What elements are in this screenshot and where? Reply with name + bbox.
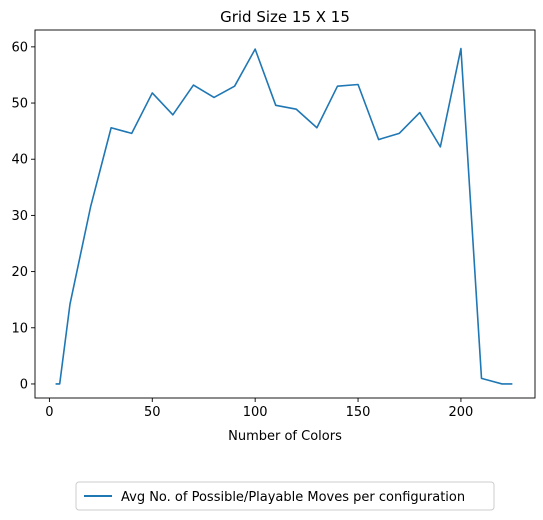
y-tick-label-5: 50 bbox=[11, 97, 28, 112]
y-tick-label-4: 40 bbox=[11, 153, 28, 168]
y-tick-label-2: 20 bbox=[11, 265, 28, 280]
y-tick-label-6: 60 bbox=[11, 40, 28, 55]
plot-frame bbox=[34, 29, 536, 399]
legend-label: Avg No. of Possible/Playable Moves per c… bbox=[121, 490, 465, 505]
chart-title: Grid Size 15 X 15 bbox=[220, 8, 350, 26]
legend-box bbox=[75, 481, 495, 511]
y-tick-label-1: 10 bbox=[11, 321, 28, 336]
x-tick-label-4: 200 bbox=[449, 405, 474, 420]
y-tick-label-0: 0 bbox=[20, 377, 28, 392]
x-tick-label-3: 150 bbox=[346, 405, 371, 420]
x-tick-label-1: 50 bbox=[144, 405, 161, 420]
x-axis-label: Number of Colors bbox=[228, 429, 342, 444]
legend: Avg No. of Possible/Playable Moves per c… bbox=[75, 481, 495, 511]
x-tick-label-0: 0 bbox=[45, 405, 53, 420]
plot-area: 0 50 100 150 200 0 10 20 30 40 50 60 bbox=[11, 29, 536, 420]
y-tick-label-3: 30 bbox=[11, 209, 28, 224]
series-line-0 bbox=[55, 47, 513, 385]
x-tick-label-2: 100 bbox=[243, 405, 268, 420]
